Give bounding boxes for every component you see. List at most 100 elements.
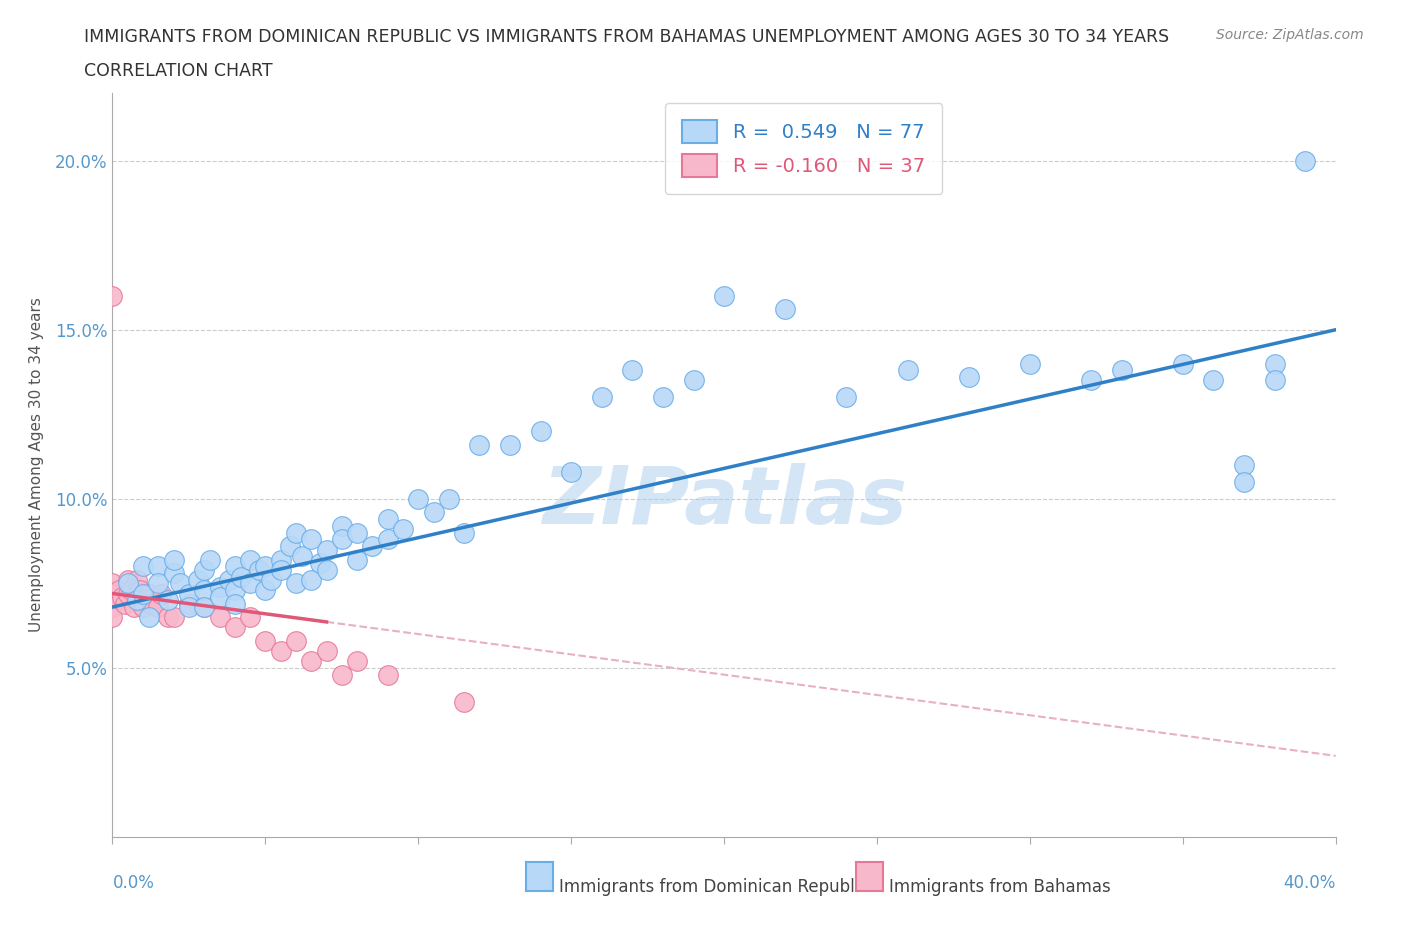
Point: [291, 549, 314, 564]
Text: Immigrants from Dominican Republic: Immigrants from Dominican Republic: [560, 878, 869, 896]
Point: [193, 583, 215, 598]
Point: [177, 600, 200, 615]
Text: Immigrants from Bahamas: Immigrants from Bahamas: [889, 878, 1111, 896]
Point: [270, 644, 292, 658]
Point: [278, 538, 301, 553]
Point: [299, 654, 322, 669]
Point: [897, 363, 920, 378]
Point: [1264, 373, 1286, 388]
Point: [224, 583, 246, 598]
Point: [177, 596, 200, 611]
Point: [957, 369, 980, 384]
Point: [117, 573, 139, 588]
Point: [1080, 373, 1102, 388]
Point: [621, 363, 644, 378]
Point: [377, 667, 399, 682]
Point: [107, 583, 129, 598]
Point: [377, 512, 399, 526]
Point: [1233, 458, 1256, 472]
Point: [330, 667, 353, 682]
Point: [218, 573, 240, 588]
Point: [177, 586, 200, 601]
Point: [1111, 363, 1133, 378]
Point: [193, 563, 215, 578]
Point: [229, 569, 252, 584]
Point: [193, 600, 215, 615]
Point: [284, 525, 308, 540]
Point: [132, 600, 155, 615]
Text: 40.0%: 40.0%: [1284, 874, 1336, 892]
Point: [125, 586, 148, 601]
Point: [101, 586, 124, 601]
Legend: R =  0.549   N = 77, R = -0.160   N = 37: R = 0.549 N = 77, R = -0.160 N = 37: [665, 102, 942, 194]
Point: [1018, 356, 1040, 371]
Point: [284, 633, 308, 648]
Point: [299, 573, 322, 588]
Text: IMMIGRANTS FROM DOMINICAN REPUBLIC VS IMMIGRANTS FROM BAHAMAS UNEMPLOYMENT AMONG: IMMIGRANTS FROM DOMINICAN REPUBLIC VS IM…: [84, 28, 1170, 46]
Point: [239, 610, 262, 625]
Point: [125, 573, 148, 588]
Point: [315, 644, 337, 658]
Point: [309, 555, 332, 570]
Point: [1233, 474, 1256, 489]
Point: [239, 576, 262, 591]
Point: [270, 552, 292, 567]
Point: [148, 576, 170, 591]
Point: [193, 600, 215, 615]
Point: [132, 586, 155, 601]
Point: [377, 532, 399, 547]
Point: [117, 586, 139, 601]
Point: [1202, 373, 1225, 388]
Point: [156, 592, 179, 607]
Point: [138, 586, 160, 601]
Point: [101, 576, 124, 591]
Point: [239, 552, 262, 567]
Point: [148, 600, 170, 615]
Point: [163, 552, 186, 567]
Point: [101, 610, 124, 625]
Point: [141, 596, 163, 611]
Point: [163, 610, 186, 625]
Point: [530, 424, 553, 439]
Point: [713, 288, 735, 303]
Point: [499, 437, 522, 452]
Point: [453, 525, 475, 540]
Point: [330, 532, 353, 547]
Point: [299, 532, 322, 547]
Point: [1171, 356, 1194, 371]
Point: [682, 373, 704, 388]
Point: [200, 552, 222, 567]
Point: [346, 654, 368, 669]
Point: [148, 559, 170, 574]
Text: 0.0%: 0.0%: [112, 874, 155, 892]
Point: [270, 563, 292, 578]
Point: [156, 610, 179, 625]
Point: [254, 633, 277, 648]
Point: [132, 559, 155, 574]
Point: [330, 518, 353, 533]
Point: [122, 600, 145, 615]
Point: [187, 573, 209, 588]
Point: [392, 522, 415, 537]
Point: [260, 573, 283, 588]
Point: [101, 600, 124, 615]
Point: [437, 491, 460, 506]
Point: [346, 525, 368, 540]
Point: [560, 464, 582, 479]
Point: [208, 579, 231, 594]
Point: [120, 583, 142, 598]
Point: [284, 576, 308, 591]
Point: [224, 620, 246, 635]
Point: [591, 390, 613, 405]
Point: [315, 563, 337, 578]
Point: [254, 583, 277, 598]
Point: [208, 590, 231, 604]
Point: [775, 302, 797, 317]
Point: [468, 437, 491, 452]
Point: [315, 542, 337, 557]
Point: [247, 563, 270, 578]
Point: [453, 695, 475, 710]
Point: [114, 596, 136, 611]
Y-axis label: Unemployment Among Ages 30 to 34 years: Unemployment Among Ages 30 to 34 years: [30, 298, 44, 632]
Point: [150, 586, 173, 601]
